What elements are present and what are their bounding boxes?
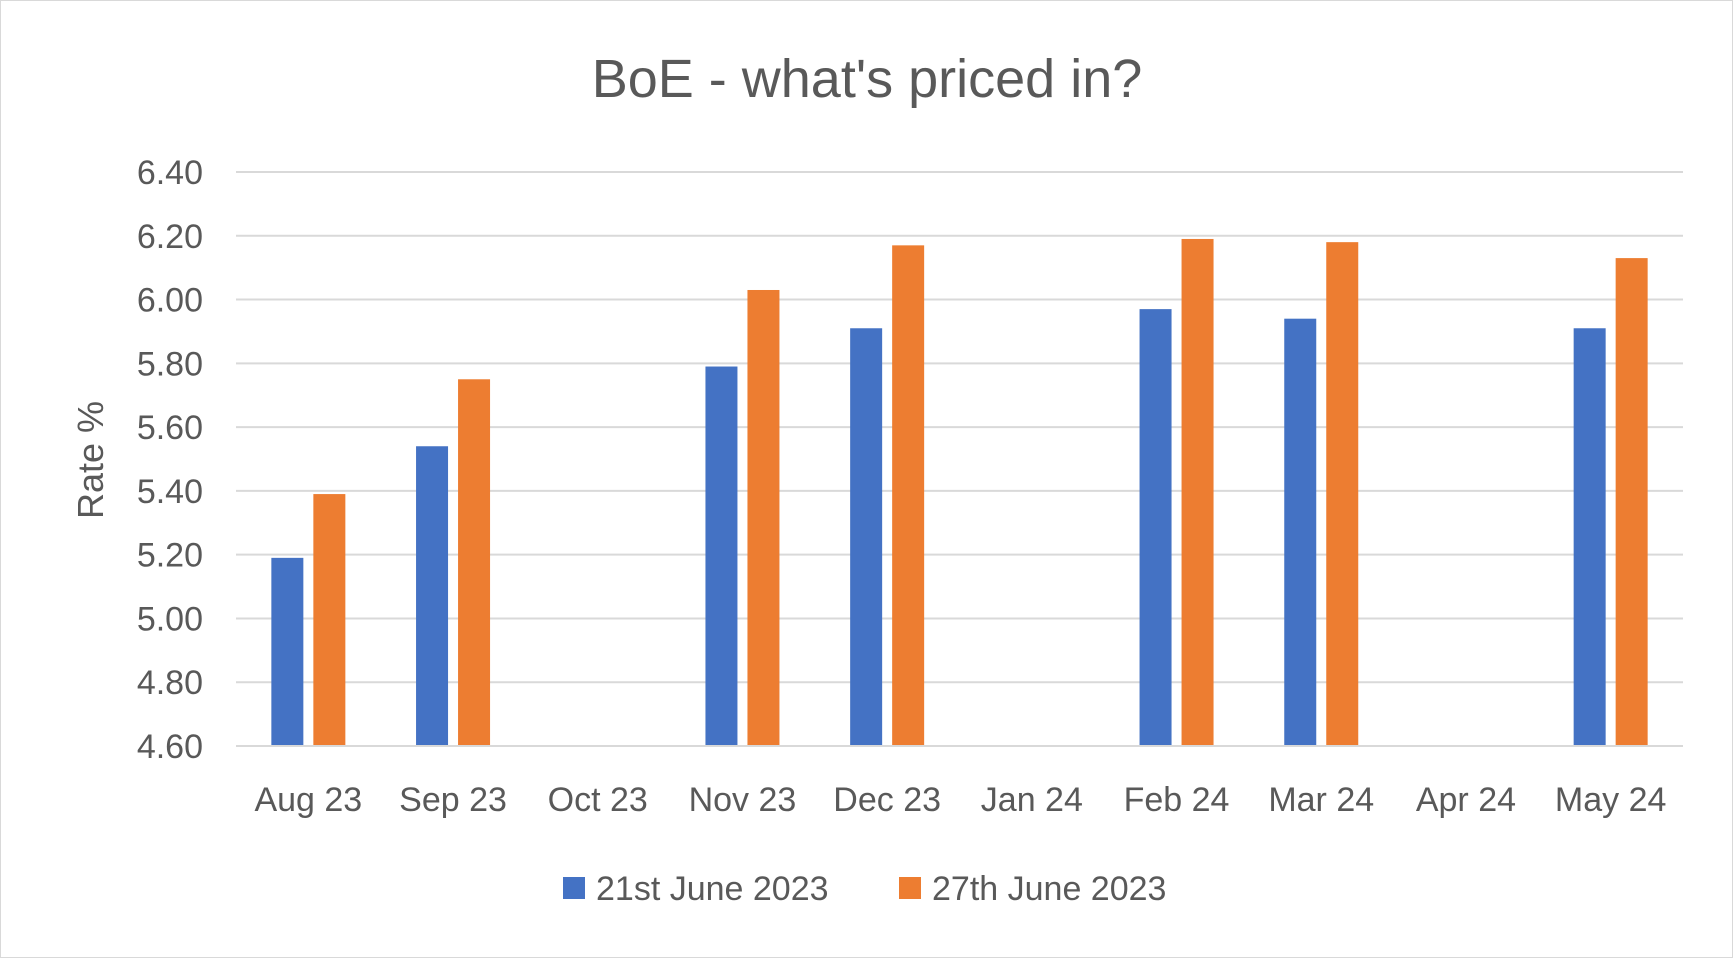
bar-series-2-0 (313, 494, 346, 746)
bar-series-2-6 (1181, 238, 1214, 746)
bar-series-1-6 (1139, 309, 1172, 746)
bar-series-2-3 (747, 289, 780, 746)
legend-swatch-1 (563, 877, 585, 899)
bar-series-2-9 (1615, 258, 1648, 746)
bar-series-2-4 (892, 245, 925, 746)
legend-label-2: 27th June 2023 (932, 870, 1166, 908)
x-tick-label: Jan 24 (981, 781, 1083, 819)
y-tick-label: 4.80 (137, 664, 203, 702)
bar-series-1-3 (705, 366, 738, 746)
chart-title: BoE - what's priced in? (592, 49, 1143, 109)
bar-series-1-7 (1284, 318, 1317, 746)
y-tick-label: 5.20 (137, 537, 203, 575)
x-tick-label: Nov 23 (689, 781, 797, 819)
x-tick-label: Oct 23 (548, 781, 648, 819)
bar-series-1-9 (1573, 328, 1606, 746)
bar-series-1-1 (416, 446, 449, 746)
y-tick-label: 5.40 (137, 473, 203, 511)
y-tick-label: 5.80 (137, 345, 203, 383)
y-tick-label: 6.20 (137, 218, 203, 256)
x-tick-label: Mar 24 (1268, 781, 1374, 819)
legend: 21st June 2023 27th June 2023 (563, 870, 1166, 908)
y-tick-label: 4.60 (137, 728, 203, 766)
x-tick-label: Sep 23 (399, 781, 507, 819)
x-tick-label: Feb 24 (1124, 781, 1230, 819)
legend-swatch-2 (899, 877, 921, 899)
x-tick-label: May 24 (1555, 781, 1667, 819)
bar-series-1-4 (850, 328, 883, 746)
y-axis-title: Rate % (70, 401, 111, 519)
x-tick-label: Aug 23 (254, 781, 362, 819)
axes: 4.60 4.80 5.00 5.20 5.40 5.60 5.80 6.00 6.20 6.40… (137, 154, 1683, 819)
bar-series-2-1 (458, 379, 491, 746)
y-tick-label: 5.00 (137, 600, 203, 638)
bar-series-1-0 (271, 557, 304, 746)
y-tick-label: 6.00 (137, 282, 203, 320)
x-tick-label: Dec 23 (833, 781, 941, 819)
bar-series-2-7 (1326, 242, 1359, 746)
y-tick-label: 6.40 (137, 154, 203, 192)
gridlines (236, 171, 1683, 747)
legend-label-1: 21st June 2023 (596, 870, 829, 908)
bars (271, 238, 1648, 746)
x-tick-label: Apr 24 (1416, 781, 1516, 819)
y-tick-label: 5.60 (137, 409, 203, 447)
